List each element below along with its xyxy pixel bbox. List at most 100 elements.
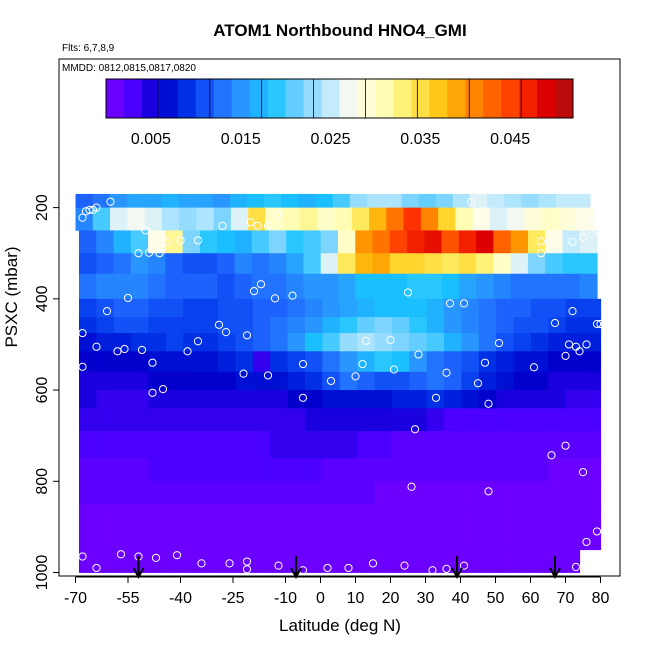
heatmap-cell <box>391 481 410 505</box>
heatmap-cell <box>304 333 323 352</box>
heatmap-cell <box>268 273 287 300</box>
y-axis: 200 400 600 800 1000 <box>34 194 59 590</box>
heatmap-cell <box>148 351 167 373</box>
heatmap-cell <box>199 273 218 300</box>
heatmap-cell <box>235 504 254 528</box>
heatmap-cell <box>426 481 445 505</box>
heatmap-cell <box>322 526 341 551</box>
heatmap-cell <box>545 230 564 254</box>
heatmap-cell <box>374 371 393 391</box>
colorbar-tick-label: 0.035 <box>400 131 440 148</box>
heatmap-cell <box>487 193 505 209</box>
heatmap-cell <box>461 333 480 352</box>
heatmap-cell <box>426 390 445 409</box>
observation-point <box>410 425 420 434</box>
colorbar-segment <box>106 79 125 118</box>
colorbar: 0.005 0.015 0.025 0.035 0.045 <box>105 78 574 148</box>
heatmap-cell <box>320 253 339 275</box>
heatmap-cell <box>178 193 197 209</box>
heatmap-cell <box>113 526 132 551</box>
heatmap-cell <box>374 481 393 505</box>
heatmap-cell <box>357 481 376 505</box>
heatmap-cell <box>424 273 443 300</box>
observation-point <box>561 351 570 360</box>
colorbar-segment <box>429 79 448 118</box>
heatmap-cell <box>412 549 430 573</box>
heatmap-cell <box>252 526 271 551</box>
heatmap-cell <box>527 253 546 275</box>
observation-point <box>473 379 483 388</box>
heatmap-cell <box>409 481 428 505</box>
observation-point <box>249 286 259 296</box>
heatmap-cell <box>317 207 336 231</box>
heatmap-cell <box>96 333 115 352</box>
heatmap-cell <box>461 526 480 551</box>
heatmap-cell <box>304 298 323 318</box>
heatmap-cell <box>357 317 376 334</box>
heatmap-cell <box>265 207 284 231</box>
heatmap-cell <box>252 390 271 409</box>
y-tick-label: 800 <box>34 468 51 495</box>
heatmap-cell <box>558 207 577 231</box>
heatmap-cell <box>374 390 393 409</box>
heatmap-cell <box>148 390 167 409</box>
observation-point <box>78 552 87 561</box>
heatmap-cell <box>461 317 480 334</box>
heatmap-cell <box>444 526 463 551</box>
observation-point <box>120 344 129 354</box>
heatmap-cell <box>162 549 180 573</box>
heatmap-cell <box>235 431 254 459</box>
heatmap-cell <box>131 504 150 528</box>
heatmap-cell <box>287 351 306 373</box>
heatmap-cell <box>165 230 184 254</box>
heatmap-cell <box>235 371 254 391</box>
heatmap-cell <box>322 298 341 318</box>
heatmap-cell <box>389 230 408 254</box>
colorbar-segment <box>501 79 520 118</box>
heatmap-cell <box>496 317 515 334</box>
heatmap-cell <box>109 193 128 209</box>
heatmap-cell <box>96 431 115 459</box>
heatmap-cell <box>530 298 549 318</box>
heatmap-cell <box>286 253 305 275</box>
heatmap-cell <box>182 230 201 254</box>
heatmap-cell <box>339 481 358 505</box>
heatmap-cell <box>182 273 201 300</box>
heatmap-cell <box>312 549 330 573</box>
observation-point <box>263 221 273 230</box>
heatmap-cell <box>548 481 567 505</box>
heatmap-cell <box>252 481 271 505</box>
heatmap-cell <box>320 230 339 254</box>
heatmap-cell <box>426 504 445 528</box>
heatmap-cell <box>458 230 477 254</box>
heatmap-cell <box>389 253 408 275</box>
heatmap-cell <box>513 458 532 482</box>
heatmap-cell <box>287 333 306 352</box>
heatmap-cell <box>478 371 497 391</box>
heatmap-cell <box>435 193 454 209</box>
heatmap-cell <box>95 549 113 573</box>
heatmap-cell <box>79 298 97 318</box>
heatmap-cell <box>444 298 463 318</box>
heatmap-cell <box>391 504 410 528</box>
heatmap-cell <box>148 230 166 254</box>
heatmap-cell <box>510 230 529 254</box>
observation-point <box>442 564 451 573</box>
x-tick-label: -70 <box>64 590 87 607</box>
heatmap-cell <box>444 481 463 505</box>
heatmap-cell <box>303 273 322 300</box>
observation-point <box>256 280 266 289</box>
heatmap-cell <box>478 351 497 373</box>
observation-point <box>323 563 332 573</box>
heatmap-cell <box>513 333 532 352</box>
heatmap-cell <box>461 481 480 505</box>
heatmap-cell <box>409 390 428 409</box>
heatmap-cell <box>251 273 270 300</box>
heatmap-cell <box>530 458 549 482</box>
heatmap-cell <box>96 253 115 275</box>
heatmap-cell <box>270 408 289 432</box>
heatmap-cell <box>545 253 564 275</box>
heatmap-cell <box>478 390 497 409</box>
colorbar-segment <box>231 79 251 118</box>
heatmap-cell <box>357 526 376 551</box>
